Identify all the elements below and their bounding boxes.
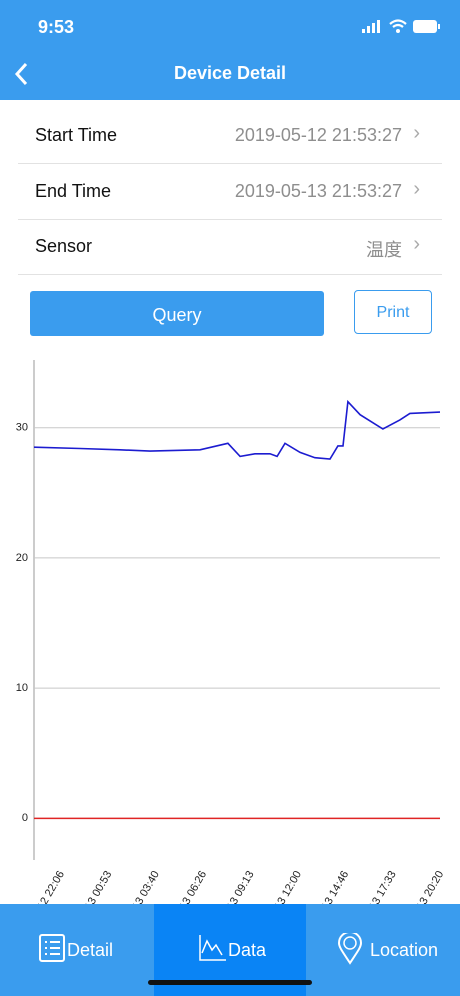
tab-icon (199, 935, 226, 961)
tab-label: Detail (67, 940, 114, 960)
y-tick-label: 10 (16, 682, 28, 694)
status-icons (362, 19, 440, 33)
tab-icon (337, 933, 363, 965)
row-label: Start Time (35, 125, 118, 145)
print-button[interactable]: Print (354, 290, 432, 334)
home-indicator (148, 980, 312, 985)
row-label: Sensor (35, 236, 93, 256)
y-tick-label: 30 (16, 422, 28, 434)
form-row[interactable]: Start Time 2019-05-12 21:53:27 › (18, 108, 442, 164)
tab[interactable]: Location (308, 904, 460, 996)
form-row[interactable]: Sensor 温度 › (18, 219, 442, 275)
chevron: › (413, 122, 420, 144)
data-line (33, 399, 441, 460)
x-tick-label: /13 09:13 (223, 869, 256, 904)
form-row[interactable]: End Time 2019-05-13 21:53:27 › (18, 164, 442, 220)
nav-title: Device Detail (173, 63, 287, 83)
x-tick-label: /13 20:20 (413, 869, 446, 904)
chart: 0 10 20 30/12 22:06/13 00:53/13 03:40/13 06… (16, 360, 446, 904)
chevron: › (413, 233, 420, 255)
row-value: 温度 (366, 240, 402, 260)
row-value: 2019-05-12 21:53:27 (234, 125, 402, 145)
x-tick-label: /12 22:06 (34, 869, 67, 904)
tab-icon (39, 934, 65, 962)
x-tick-label: /13 17:33 (365, 869, 398, 904)
chevron: › (413, 177, 420, 200)
query-button[interactable]: Query (30, 291, 324, 336)
y-tick-label: 20 (16, 552, 28, 564)
tab-label: Data (228, 940, 267, 960)
header: 9:53 Device Detail (0, 0, 460, 100)
x-tick-label: /13 06:26 (176, 869, 209, 904)
x-tick-label: /13 03:40 (129, 869, 162, 904)
x-tick-label: /13 14:46 (318, 869, 351, 904)
tab[interactable]: Detail (0, 904, 152, 996)
status-time: 9:53 (38, 17, 75, 37)
row-label: End Time (35, 180, 112, 201)
x-tick-label: /13 12:00 (271, 869, 304, 904)
tab-label: Location (370, 940, 439, 960)
x-tick-label: /13 00:53 (81, 869, 114, 904)
y-tick-label: 0 (22, 812, 28, 824)
row-value: 2019-05-13 21:53:27 (234, 180, 402, 201)
back-button[interactable] (12, 62, 32, 86)
